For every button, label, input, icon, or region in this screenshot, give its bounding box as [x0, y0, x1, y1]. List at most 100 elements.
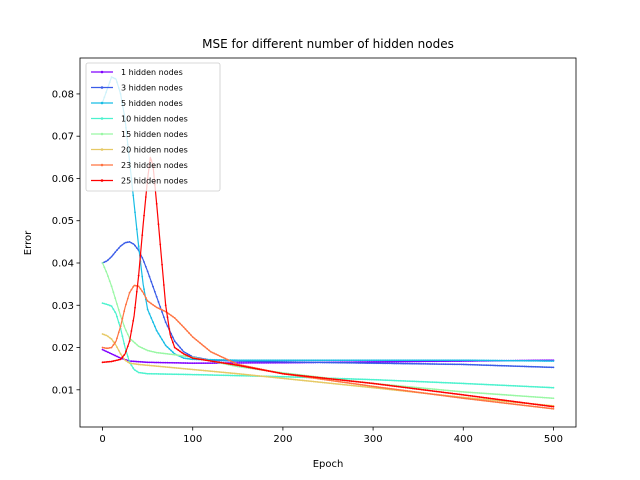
- series-point: [240, 373, 243, 376]
- series-point: [327, 377, 329, 380]
- series-point: [134, 306, 136, 309]
- series-point: [263, 359, 266, 362]
- series-point: [103, 349, 106, 352]
- series-point: [200, 358, 203, 361]
- series-point: [209, 358, 212, 361]
- series-point: [123, 310, 126, 313]
- series-point: [514, 385, 517, 387]
- series-point: [197, 369, 200, 371]
- series-point: [538, 386, 540, 388]
- series-point: [410, 380, 412, 383]
- series-point: [162, 352, 165, 355]
- series-point: [240, 359, 243, 362]
- series-point: [543, 406, 546, 409]
- series-point: [181, 348, 183, 351]
- series-point: [283, 377, 286, 380]
- series-point: [235, 359, 237, 362]
- series-point: [325, 377, 328, 380]
- series-point: [186, 354, 189, 357]
- series-point: [523, 359, 526, 362]
- series-point: [215, 353, 218, 356]
- series-point: [319, 381, 322, 384]
- series-point: [512, 400, 515, 403]
- series-point: [415, 380, 418, 383]
- series-point: [287, 361, 290, 363]
- series-point: [283, 359, 286, 362]
- series-point: [291, 378, 293, 381]
- series-point: [323, 361, 326, 364]
- series-point: [240, 374, 243, 377]
- series-point: [209, 360, 212, 362]
- series-point: [292, 378, 295, 381]
- series-point: [301, 374, 304, 377]
- series-point: [484, 383, 486, 386]
- series-point: [231, 372, 234, 375]
- series-point: [460, 390, 463, 393]
- series-point: [402, 359, 405, 362]
- series-point: [253, 374, 255, 377]
- series-point: [370, 361, 373, 363]
- series-point: [130, 288, 133, 291]
- series-point: [352, 378, 355, 380]
- series-point: [220, 359, 223, 361]
- series-point: [168, 313, 171, 316]
- series-point: [422, 392, 425, 394]
- series-point: [191, 336, 194, 338]
- series-point: [350, 378, 353, 380]
- series-point: [271, 376, 273, 379]
- series-point: [431, 359, 434, 362]
- series-point: [213, 374, 216, 376]
- series-point: [177, 320, 180, 323]
- series-point: [164, 352, 167, 355]
- series-point: [512, 394, 515, 397]
- series-point: [114, 359, 117, 362]
- series-point: [209, 350, 212, 353]
- series-point: [249, 366, 252, 369]
- series-point: [254, 374, 257, 377]
- series-point: [170, 373, 172, 376]
- series-point: [509, 359, 512, 362]
- series-point: [530, 385, 533, 388]
- series-point: [220, 361, 223, 364]
- series-point: [287, 378, 290, 380]
- series-point: [507, 402, 510, 405]
- series-point: [361, 381, 364, 384]
- series-point: [505, 359, 508, 362]
- series-point: [527, 395, 530, 398]
- series-point: [110, 305, 113, 308]
- series-point: [487, 383, 490, 386]
- series-point: [328, 377, 331, 380]
- series-point: [449, 395, 452, 398]
- series-point: [155, 373, 158, 375]
- series-point: [505, 402, 508, 405]
- series-point: [440, 388, 443, 391]
- series-point: [184, 367, 187, 370]
- series-point: [307, 380, 310, 382]
- series-point: [440, 363, 443, 366]
- series-point: [390, 379, 393, 382]
- series-point: [236, 362, 239, 364]
- series-point: [392, 359, 394, 362]
- series-point: [271, 370, 273, 373]
- series-point: [467, 363, 470, 366]
- series-point: [487, 359, 490, 362]
- series-point: [117, 247, 120, 250]
- series-point: [173, 353, 176, 356]
- series-point: [171, 336, 174, 339]
- series-point: [177, 354, 180, 357]
- series-point: [242, 362, 245, 364]
- series-point: [426, 392, 429, 395]
- series-point: [379, 360, 382, 363]
- series-point: [110, 346, 113, 349]
- series-point: [363, 359, 365, 362]
- series-point: [485, 398, 488, 401]
- series-point: [164, 366, 167, 368]
- series-point: [112, 291, 115, 294]
- series-point: [314, 380, 317, 383]
- series-point: [278, 377, 281, 379]
- series-point: [141, 234, 144, 237]
- series-point: [406, 360, 409, 363]
- series-point: [467, 382, 470, 385]
- series-point: [419, 362, 421, 365]
- series-point: [144, 364, 147, 367]
